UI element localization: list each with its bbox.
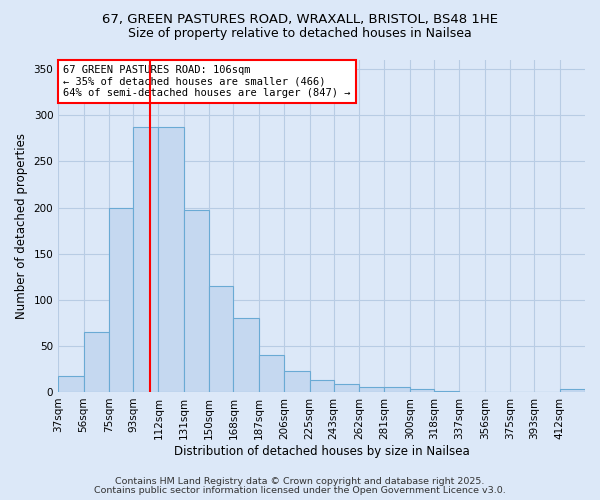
Bar bbox=[209, 286, 233, 392]
Text: Contains public sector information licensed under the Open Government Licence v3: Contains public sector information licen… bbox=[94, 486, 506, 495]
Bar bbox=[109, 208, 133, 392]
Bar bbox=[334, 384, 359, 392]
Bar bbox=[385, 388, 410, 392]
Bar bbox=[359, 388, 385, 392]
Text: 67 GREEN PASTURES ROAD: 106sqm
← 35% of detached houses are smaller (466)
64% of: 67 GREEN PASTURES ROAD: 106sqm ← 35% of … bbox=[64, 65, 351, 98]
Y-axis label: Number of detached properties: Number of detached properties bbox=[15, 133, 28, 319]
Bar bbox=[560, 389, 585, 392]
Text: Contains HM Land Registry data © Crown copyright and database right 2025.: Contains HM Land Registry data © Crown c… bbox=[115, 477, 485, 486]
Bar bbox=[133, 128, 158, 392]
X-axis label: Distribution of detached houses by size in Nailsea: Distribution of detached houses by size … bbox=[174, 444, 469, 458]
Bar bbox=[310, 380, 334, 392]
Text: 67, GREEN PASTURES ROAD, WRAXALL, BRISTOL, BS48 1HE: 67, GREEN PASTURES ROAD, WRAXALL, BRISTO… bbox=[102, 12, 498, 26]
Bar bbox=[259, 355, 284, 392]
Bar bbox=[184, 210, 209, 392]
Bar bbox=[410, 389, 434, 392]
Bar bbox=[233, 318, 259, 392]
Bar bbox=[284, 370, 310, 392]
Bar bbox=[58, 376, 83, 392]
Bar bbox=[83, 332, 109, 392]
Bar bbox=[158, 128, 184, 392]
Bar bbox=[434, 391, 460, 392]
Text: Size of property relative to detached houses in Nailsea: Size of property relative to detached ho… bbox=[128, 28, 472, 40]
